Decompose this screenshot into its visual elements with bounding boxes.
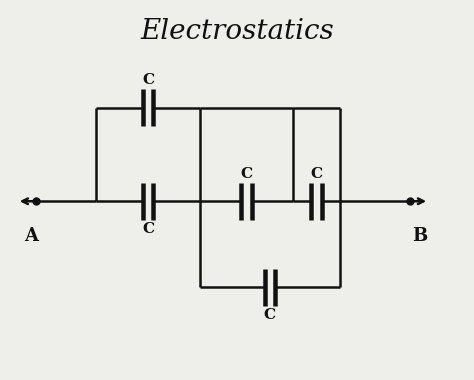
Text: A: A [24, 228, 38, 245]
Text: Electrostatics: Electrostatics [140, 18, 334, 45]
Text: C: C [142, 222, 154, 236]
Text: C: C [264, 308, 276, 322]
Text: C: C [240, 167, 253, 180]
Text: B: B [412, 228, 428, 245]
Text: C: C [310, 167, 323, 180]
Text: C: C [142, 73, 154, 87]
